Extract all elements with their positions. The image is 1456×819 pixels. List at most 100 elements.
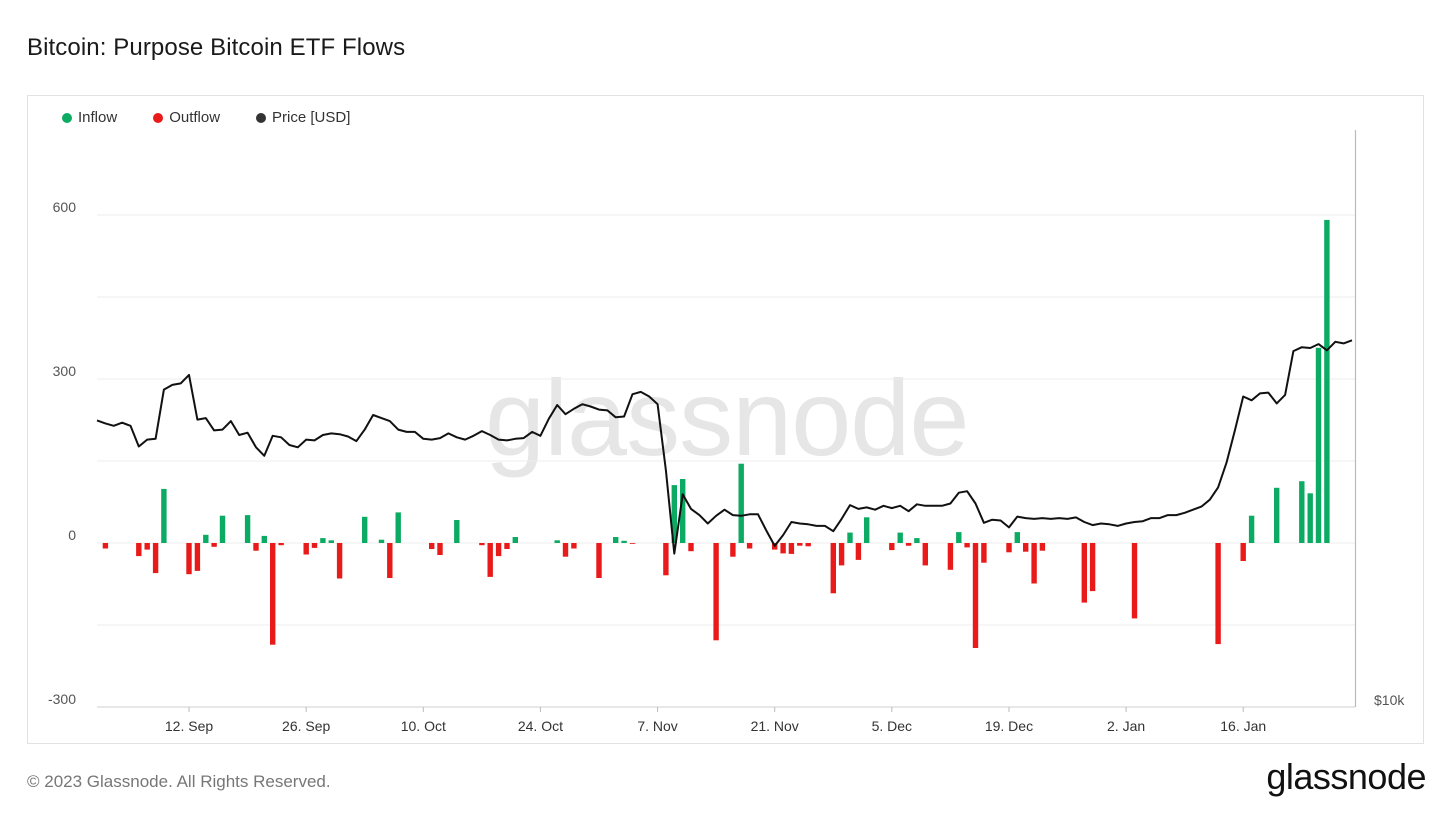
outflow-bar[interactable] (487, 543, 493, 577)
price-dot-icon (256, 112, 267, 123)
outflow-bar[interactable] (387, 543, 393, 578)
outflow-bar[interactable] (981, 543, 987, 563)
outflow-bar[interactable] (947, 543, 954, 570)
inflow-bar[interactable] (328, 540, 334, 543)
inflow-bar[interactable] (1274, 487, 1280, 543)
outflow-bar[interactable] (504, 543, 510, 549)
inflow-bar[interactable] (261, 535, 267, 543)
outflow-bar[interactable] (797, 543, 803, 546)
outflow-bar[interactable] (746, 543, 753, 549)
inflow-bar[interactable] (395, 512, 401, 543)
inflow-bar[interactable] (613, 537, 619, 543)
price-line[interactable] (96, 339, 1353, 555)
outflow-bar[interactable] (1131, 543, 1138, 619)
x-tick-label: 19. Dec (985, 718, 1033, 734)
inflow-bar[interactable] (1307, 493, 1313, 543)
x-tick-label: 7. Nov (637, 718, 677, 734)
outflow-bar[interactable] (663, 543, 669, 576)
inflow-dot-icon (62, 112, 72, 123)
outflow-bar[interactable] (905, 543, 912, 546)
grid-lines (97, 214, 1355, 708)
outflow-bar[interactable] (1240, 543, 1246, 561)
outflow-bar[interactable] (144, 543, 150, 550)
outflow-bar[interactable] (1031, 543, 1037, 584)
outflow-bar[interactable] (922, 543, 928, 566)
outflow-bar[interactable] (429, 543, 435, 549)
legend-item-inflow[interactable]: Inflow (62, 109, 117, 126)
legend-item-price[interactable]: Price [USD] (256, 109, 350, 126)
outflow-bar[interactable] (136, 543, 142, 557)
inflow-bar[interactable] (738, 463, 744, 543)
outflow-bar[interactable] (571, 543, 577, 549)
inflow-bar[interactable] (320, 538, 326, 543)
right-axis-label: $10k (1374, 692, 1405, 708)
outflow-bar[interactable] (889, 543, 895, 551)
outflow-bar[interactable] (495, 543, 502, 557)
inflow-bar[interactable] (621, 540, 627, 543)
inflow-bar[interactable] (161, 488, 167, 543)
legend-label-price: Price [USD] (272, 109, 351, 126)
inflow-bar[interactable] (454, 520, 460, 543)
inflow-bar[interactable] (1315, 347, 1322, 543)
outflow-bar[interactable] (270, 543, 276, 645)
inflow-bar[interactable] (219, 515, 226, 543)
inflow-bar[interactable] (1248, 515, 1255, 543)
inflow-bar[interactable] (1014, 532, 1020, 543)
y-tick-label: 300 (53, 363, 77, 379)
outflow-bar[interactable] (596, 543, 602, 578)
outflow-bar[interactable] (253, 543, 259, 551)
outflow-bar[interactable] (972, 543, 979, 648)
outflow-bar[interactable] (1081, 543, 1087, 603)
outflow-bar[interactable] (194, 543, 201, 571)
outflow-bar[interactable] (730, 543, 736, 557)
legend-item-outflow[interactable]: Outflow (153, 109, 220, 126)
outflow-bar[interactable] (211, 543, 217, 547)
inflow-bar[interactable] (956, 532, 962, 543)
outflow-bar[interactable] (1039, 543, 1046, 551)
outflow-bar[interactable] (278, 543, 284, 546)
outflow-bar[interactable] (838, 543, 845, 566)
outflow-bar[interactable] (1006, 543, 1012, 553)
outflow-bar[interactable] (479, 543, 485, 546)
outflow-bar[interactable] (788, 543, 795, 554)
inflow-bar[interactable] (914, 538, 920, 543)
outflow-bar[interactable] (102, 543, 109, 549)
outflow-bar[interactable] (311, 543, 318, 548)
outflow-bar[interactable] (303, 543, 309, 555)
chart-legend: Inflow Outflow Price [USD] (62, 109, 350, 126)
x-axis-ticks: 12. Sep 26. Sep 10. Oct 24. Oct 7. Nov 21. No… (165, 707, 1266, 734)
outflow-bar[interactable] (855, 543, 862, 560)
outflow-bar[interactable] (1089, 543, 1096, 592)
outflow-bar[interactable] (437, 543, 443, 555)
outflow-bar[interactable] (336, 543, 343, 579)
inflow-bar[interactable] (1324, 219, 1330, 543)
outflow-bar[interactable] (964, 543, 970, 548)
outflow-bar[interactable] (186, 543, 192, 575)
outflow-bar[interactable] (830, 543, 836, 594)
outflow-bar[interactable] (562, 543, 569, 557)
outflow-bar[interactable] (152, 543, 159, 574)
outflow-bar[interactable] (713, 543, 719, 641)
inflow-bar[interactable] (680, 479, 686, 543)
x-tick-label: 26. Sep (282, 718, 330, 734)
outflow-bar[interactable] (688, 543, 694, 552)
outflow-bar[interactable] (1215, 543, 1221, 645)
outflow-bar[interactable] (780, 543, 786, 554)
outflow-bar[interactable] (629, 543, 636, 544)
inflow-bar[interactable] (378, 539, 385, 543)
inflow-bar[interactable] (897, 532, 903, 543)
inflow-bar[interactable] (847, 532, 853, 543)
inflow-bar[interactable] (244, 515, 251, 543)
page-title: Bitcoin: Purpose Bitcoin ETF Flows (27, 34, 406, 61)
inflow-bar[interactable] (1299, 481, 1305, 543)
inflow-bar[interactable] (554, 540, 560, 543)
outflow-bar[interactable] (805, 543, 811, 547)
inflow-bar[interactable] (512, 537, 518, 543)
inflow-bar[interactable] (671, 485, 677, 543)
inflow-bar[interactable] (362, 516, 368, 543)
outflow-bar[interactable] (1023, 543, 1029, 552)
x-tick-label: 16. Jan (1220, 718, 1266, 734)
inflow-bar[interactable] (864, 517, 870, 543)
inflow-bar[interactable] (203, 534, 209, 543)
x-tick-label: 12. Sep (165, 718, 213, 734)
